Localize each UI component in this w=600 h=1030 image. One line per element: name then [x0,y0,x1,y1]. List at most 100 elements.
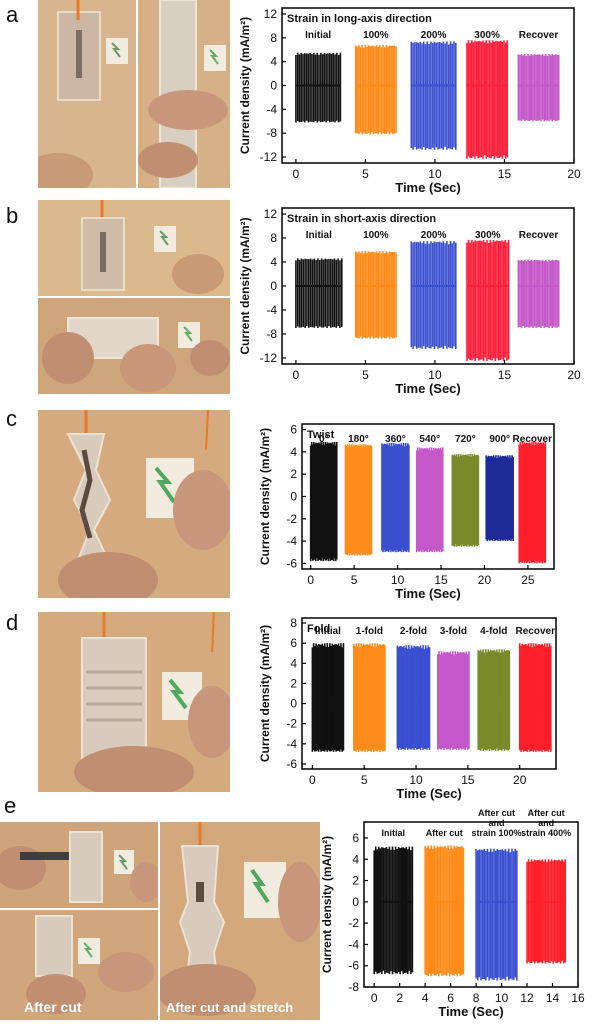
chart-b-ytick-label: 0 [270,279,277,293]
chart-a-ytick-label: -8 [266,126,277,140]
chart-c-group-label: 180° [348,434,369,445]
chart-c-xtick-label: 20 [478,573,492,587]
panel-letter-e: e [4,793,17,818]
chart-c-xtick-label: 10 [391,573,405,587]
chart-d-series-1 [353,643,386,752]
chart-c-ylabel: Current density (mA/m²) [258,428,272,565]
chart-e-xtick-label: 2 [396,991,403,1005]
chart-d-series-2 [396,645,431,750]
chart-d-frame [301,617,557,770]
chart-c-title: Twist [307,429,335,441]
chart-d-ylabel: Current density (mA/m²) [258,625,272,762]
chart-b-series-2 [410,241,457,349]
chart-c-ytick-label: 0 [290,490,297,504]
chart-a-title: Strain in long-axis direction [287,13,432,25]
chart-e-xtick-label: 14 [546,991,560,1005]
chart-e-frame [363,821,579,988]
chart-c-group-label: 0° [319,434,329,445]
panel-letter-b: b [6,203,19,228]
chart-b-series-3 [466,239,510,361]
chart-e-series-3 [526,859,567,964]
chart-d-ytick-label: 4 [290,656,297,670]
chart-a-xtick-label: 20 [567,167,581,181]
chart-b-series-4 [517,259,560,328]
chart-a-xtick-label: 10 [428,167,442,181]
chart-c-group-label: 540° [419,434,440,445]
chart-a-ytick-label: -12 [260,150,278,164]
chart-a-series-0 [295,52,342,123]
chart-e-xtick-label: 16 [571,991,585,1005]
chart-d-group-label: 3-fold [440,626,467,637]
chart-c-ytick-label: -2 [286,512,297,526]
chart-c-xlabel: Time (Sec) [395,586,461,601]
chart-b-group-label: 100% [363,230,389,241]
chart-a-ylabel: Current density (mA/m²) [238,17,252,154]
chart-c-xtick-label: 15 [434,573,448,587]
chart-d-group-label: Initial [315,626,341,637]
chart-d-xtick-label: 10 [409,773,423,787]
chart-e-ytick-label: -2 [348,916,359,930]
chart-c-series-5 [485,455,514,542]
chart-d-series-5 [518,643,552,752]
photo-a-right [138,0,230,188]
chart-e-xtick-label: 0 [371,991,378,1005]
chart-b-ytick-label: -12 [260,351,278,365]
chart-e-xtick-label: 8 [473,991,480,1005]
chart-b-ytick-label: 12 [264,207,278,221]
chart-c-ytick-label: -4 [286,534,297,548]
chart-a-xtick-label: 5 [362,167,369,181]
chart-b-xtick-label: 20 [567,368,581,382]
chart-d-group-label: 4-fold [480,626,507,637]
chart-e-ylabel: Current density (mA/m²) [320,836,334,973]
chart-e-group-label: After cut and strain 400% [521,808,571,838]
chart-a-ytick-label: 4 [270,55,277,69]
chart-d-xlabel: Time (Sec) [396,786,462,801]
chart-b-ytick-label: -4 [266,303,277,317]
chart-c-ytick-label: 6 [290,423,297,437]
chart-c-series-2 [381,442,410,553]
chart-a-xtick-label: 15 [498,167,512,181]
chart-a-xlabel: Time (Sec) [395,180,461,195]
chart-b-group-label: 200% [421,230,447,241]
chart-e-ytick-label: 4 [352,852,359,866]
chart-a-ytick-label: 12 [264,7,278,21]
photo-c [38,410,230,598]
chart-d-series-0 [311,643,345,752]
chart-d-group-label: 2-fold [400,626,427,637]
photo-e-bottom-left: After cut [0,910,158,1020]
chart-c-group-label: 360° [385,434,406,445]
chart-d-xtick-label: 5 [361,773,368,787]
panel-letter-a: a [6,2,19,27]
chart-b-xtick-label: 0 [293,368,300,382]
chart-e-ytick-label: -8 [348,980,359,994]
chart-b-series-1 [354,251,397,339]
chart-c-group-label: 720° [455,434,476,445]
chart-c-series-1 [344,444,373,556]
chart-c-xtick-label: 0 [307,573,314,587]
chart-b-series-0 [295,258,343,328]
chart-c-ytick-label: 2 [290,467,297,481]
chart-c-series-6 [518,441,547,564]
chart-e-ytick-label: 6 [352,831,359,845]
chart-d-group-label: Recover [516,626,556,637]
chart-c-ytick-label: -6 [286,556,297,570]
chart-a-group-label: Recover [519,30,559,41]
chart-e-xtick-label: 12 [520,991,534,1005]
chart-b-title: Strain in short-axis direction [287,213,436,225]
chart-c-xtick-label: 25 [521,573,535,587]
chart-d-group-label: 1-fold [356,626,383,637]
chart-b-ytick-label: -8 [266,327,277,341]
panel-letter-d: d [6,610,19,635]
chart-e-xtick-label: 4 [422,991,429,1005]
photo-d [38,612,230,792]
chart-e-ytick-label: -6 [348,959,359,973]
chart-a-group-label: Initial [305,30,331,41]
chart-d-ytick-label: 0 [290,697,297,711]
chart-e-group-label: After cut [426,828,463,838]
chart-c-group-label: 900° [489,434,510,445]
chart-b-xtick-label: 5 [362,368,369,382]
chart-d-ytick-label: 2 [290,676,297,690]
